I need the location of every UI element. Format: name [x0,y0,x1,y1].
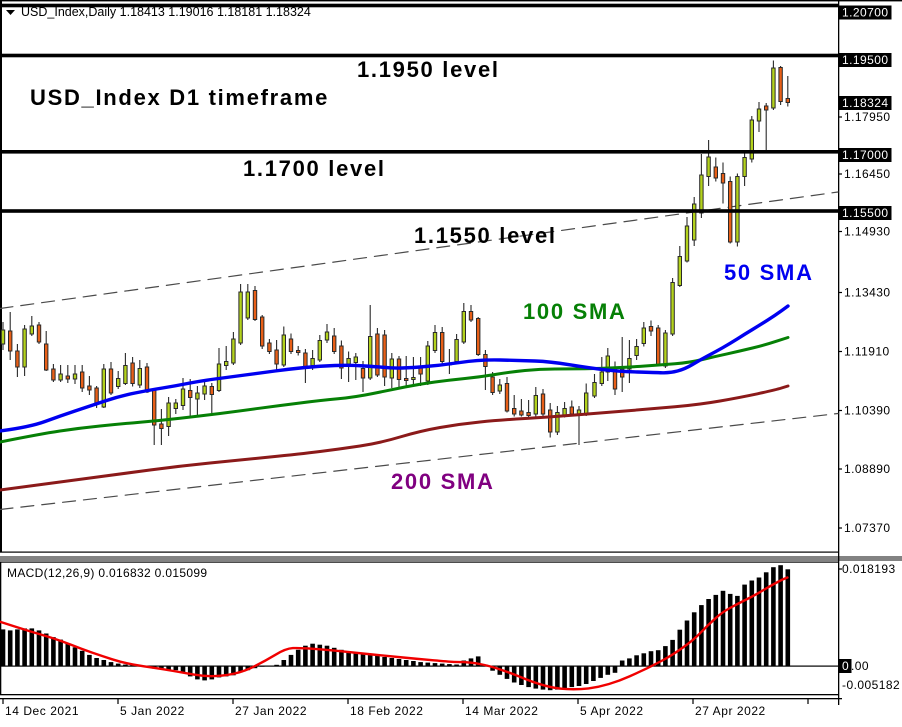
svg-text:27 Jan 2022: 27 Jan 2022 [235,704,307,718]
svg-text:1.1550 level: 1.1550 level [414,223,557,248]
svg-text:USD_Index,Daily 1.18413 1.190: USD_Index,Daily 1.18413 1.19016 1.18181 … [21,5,311,19]
svg-text:1.07370: 1.07370 [844,521,891,535]
svg-text:0: 0 [842,659,849,673]
svg-text:0.018193: 0.018193 [842,562,896,576]
svg-text:1.20700: 1.20700 [842,6,889,20]
svg-text:1.1950 level: 1.1950 level [357,57,500,82]
svg-text:MACD(12,26,9) 0.016832 0.01509: MACD(12,26,9) 0.016832 0.015099 [7,566,207,580]
svg-text:1.18324: 1.18324 [842,96,889,110]
svg-text:1.17950: 1.17950 [844,110,891,124]
svg-text:1.14930: 1.14930 [844,225,891,239]
svg-text:27 Apr 2022: 27 Apr 2022 [695,704,766,718]
svg-text:5 Apr 2022: 5 Apr 2022 [580,704,644,718]
svg-text:-0.005182: -0.005182 [842,678,900,692]
svg-text:100 SMA: 100 SMA [523,299,627,324]
svg-text:.00: .00 [851,659,869,673]
svg-text:200 SMA: 200 SMA [391,469,495,494]
svg-text:14 Dec 2021: 14 Dec 2021 [5,704,79,718]
svg-text:1.10390: 1.10390 [844,404,891,418]
svg-text:1.08890: 1.08890 [844,462,891,476]
svg-text:14 Mar 2022: 14 Mar 2022 [465,704,538,718]
svg-text:1.16450: 1.16450 [844,167,891,181]
svg-text:1.15500: 1.15500 [842,206,889,220]
svg-text:USD_Index D1 timeframe: USD_Index D1 timeframe [30,85,329,110]
svg-text:18 Feb 2022: 18 Feb 2022 [350,704,423,718]
svg-text:1.1700 level: 1.1700 level [243,156,386,181]
svg-text:1.17000: 1.17000 [842,148,889,162]
svg-text:1.13430: 1.13430 [844,286,891,300]
svg-text:50 SMA: 50 SMA [724,260,814,285]
svg-text:1.11910: 1.11910 [844,345,890,359]
svg-text:5 Jan 2022: 5 Jan 2022 [120,704,185,718]
svg-text:1.19500: 1.19500 [842,53,889,67]
